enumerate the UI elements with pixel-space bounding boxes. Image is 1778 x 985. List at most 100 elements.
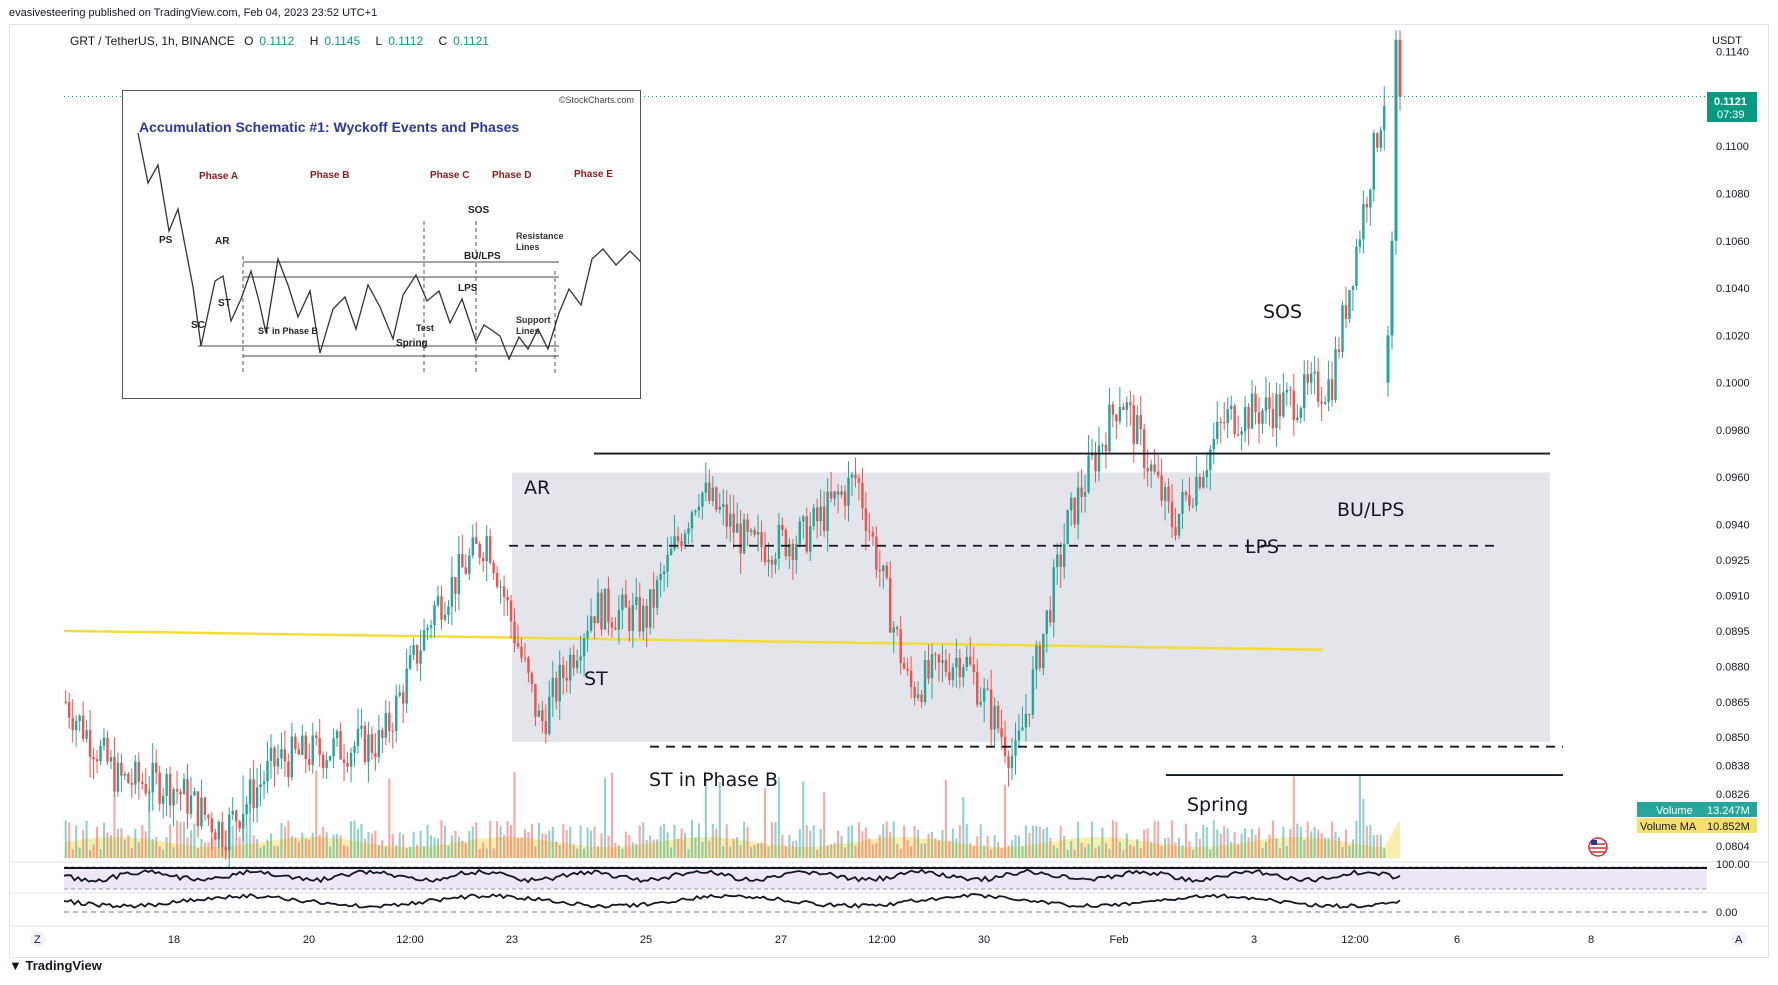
candle-body (1149, 464, 1153, 472)
candle-body (944, 660, 948, 672)
price-tick: 0.0865 (1716, 697, 1750, 709)
candle-body (92, 756, 95, 760)
candle-body (304, 735, 308, 760)
annotation-lps: LPS (1245, 536, 1279, 558)
candle-body (68, 702, 71, 718)
candle-body (610, 622, 614, 628)
candle-body (454, 577, 457, 594)
time-axis-left-button[interactable] (30, 931, 46, 947)
us-flag-icon[interactable] (1588, 837, 1608, 857)
candle-body (499, 586, 502, 588)
legend-symbol: GRT / TetherUS, 1h, BINANCE (70, 34, 235, 48)
time-tick: 18 (168, 934, 180, 946)
tradingview-logo[interactable]: ▼ TradingView (9, 958, 102, 973)
candle-body (603, 588, 607, 630)
volume-ma-tag-label: Volume MA (1640, 821, 1697, 833)
candle-body (318, 737, 321, 755)
candle-body (485, 536, 488, 562)
candle-body (1181, 491, 1184, 514)
candle-body (252, 779, 255, 809)
candle-body (722, 504, 725, 507)
candle-body (906, 668, 909, 671)
candle-body (1104, 444, 1108, 452)
candle-body (962, 667, 965, 678)
candle-body (1334, 349, 1337, 400)
price-tick: 0.0980 (1716, 425, 1750, 437)
candle-body (1142, 429, 1146, 468)
candle-body (965, 656, 969, 668)
legend-open-label: O (244, 34, 254, 48)
candle-body (1320, 401, 1323, 404)
candle-body (596, 592, 600, 624)
candle-body (426, 627, 429, 631)
candle-body (308, 759, 311, 765)
candle-body (388, 713, 391, 731)
candle-body (74, 721, 78, 731)
candle-body (1038, 645, 1042, 669)
candle-body (339, 731, 342, 760)
candle-body (715, 487, 718, 510)
candle-body (1080, 487, 1083, 497)
candle-body (614, 627, 617, 630)
candle-body (815, 507, 819, 522)
candle-body (704, 482, 708, 493)
annotation-sos: SOS (1263, 301, 1302, 323)
candle-body (1296, 417, 1299, 421)
candle-body (290, 736, 294, 778)
price-tick: 0.0960 (1716, 472, 1750, 484)
candle-body (749, 529, 753, 532)
time-axis[interactable]: 18 20 12:00 23 25 27 12:00 30 Feb 3 12:00 6 8 (168, 934, 1594, 946)
candle-body (401, 692, 405, 704)
time-axis-right-button[interactable] (1731, 931, 1747, 947)
candle-body (781, 524, 784, 530)
time-tick: 6 (1454, 934, 1460, 946)
candle-body (1069, 497, 1073, 511)
candle-body (537, 710, 541, 717)
candle-body (913, 687, 916, 698)
inset-support-label-1: Support (516, 315, 551, 325)
price-tick: 0.1100 (1716, 141, 1749, 153)
candle-body (370, 734, 374, 753)
inset-label-spring: Spring (396, 338, 428, 349)
candle-body (694, 510, 697, 513)
candle-body (809, 526, 812, 552)
candle-body (363, 725, 367, 762)
candle-body (527, 658, 530, 673)
candle-body (843, 491, 847, 506)
candle-body (1118, 407, 1122, 422)
candle-body (144, 784, 147, 794)
candle-body (555, 677, 558, 702)
candle-body (1348, 290, 1351, 319)
candle-body (955, 657, 958, 668)
candle-body (468, 555, 471, 574)
candle-body (221, 821, 224, 847)
candle-body (1062, 543, 1066, 567)
candle-body (1021, 727, 1024, 731)
candle-body (269, 747, 273, 762)
price-axis[interactable]: 0.11400.11200.11000.10800.10600.10400.10… (1716, 47, 1750, 853)
candle-body (777, 524, 781, 559)
candle-body (767, 559, 770, 563)
candle-body (798, 521, 802, 545)
inset-label-sos: SOS (468, 205, 489, 216)
candle-body (488, 536, 492, 563)
candle-body (301, 735, 304, 755)
candle-body (544, 721, 548, 734)
candle-body (1233, 405, 1236, 435)
candle-body (1094, 454, 1097, 472)
candle-body (1323, 402, 1327, 404)
candle-body (822, 506, 826, 531)
candle-body (374, 752, 377, 758)
candle-body (200, 797, 203, 827)
symbol-legend[interactable]: GRT / TetherUS, 1h, BINANCE O 0.1112 H 0.1… (70, 34, 501, 48)
candle-body (927, 659, 930, 679)
candle-body (642, 605, 645, 632)
candle-body (210, 818, 214, 833)
candle-body (805, 516, 808, 552)
candle-body (1278, 394, 1282, 417)
legend-close: 0.1121 (453, 34, 489, 48)
time-tick: 12:00 (1341, 934, 1369, 946)
candle-body (1275, 394, 1278, 429)
candle-body (1136, 415, 1139, 444)
